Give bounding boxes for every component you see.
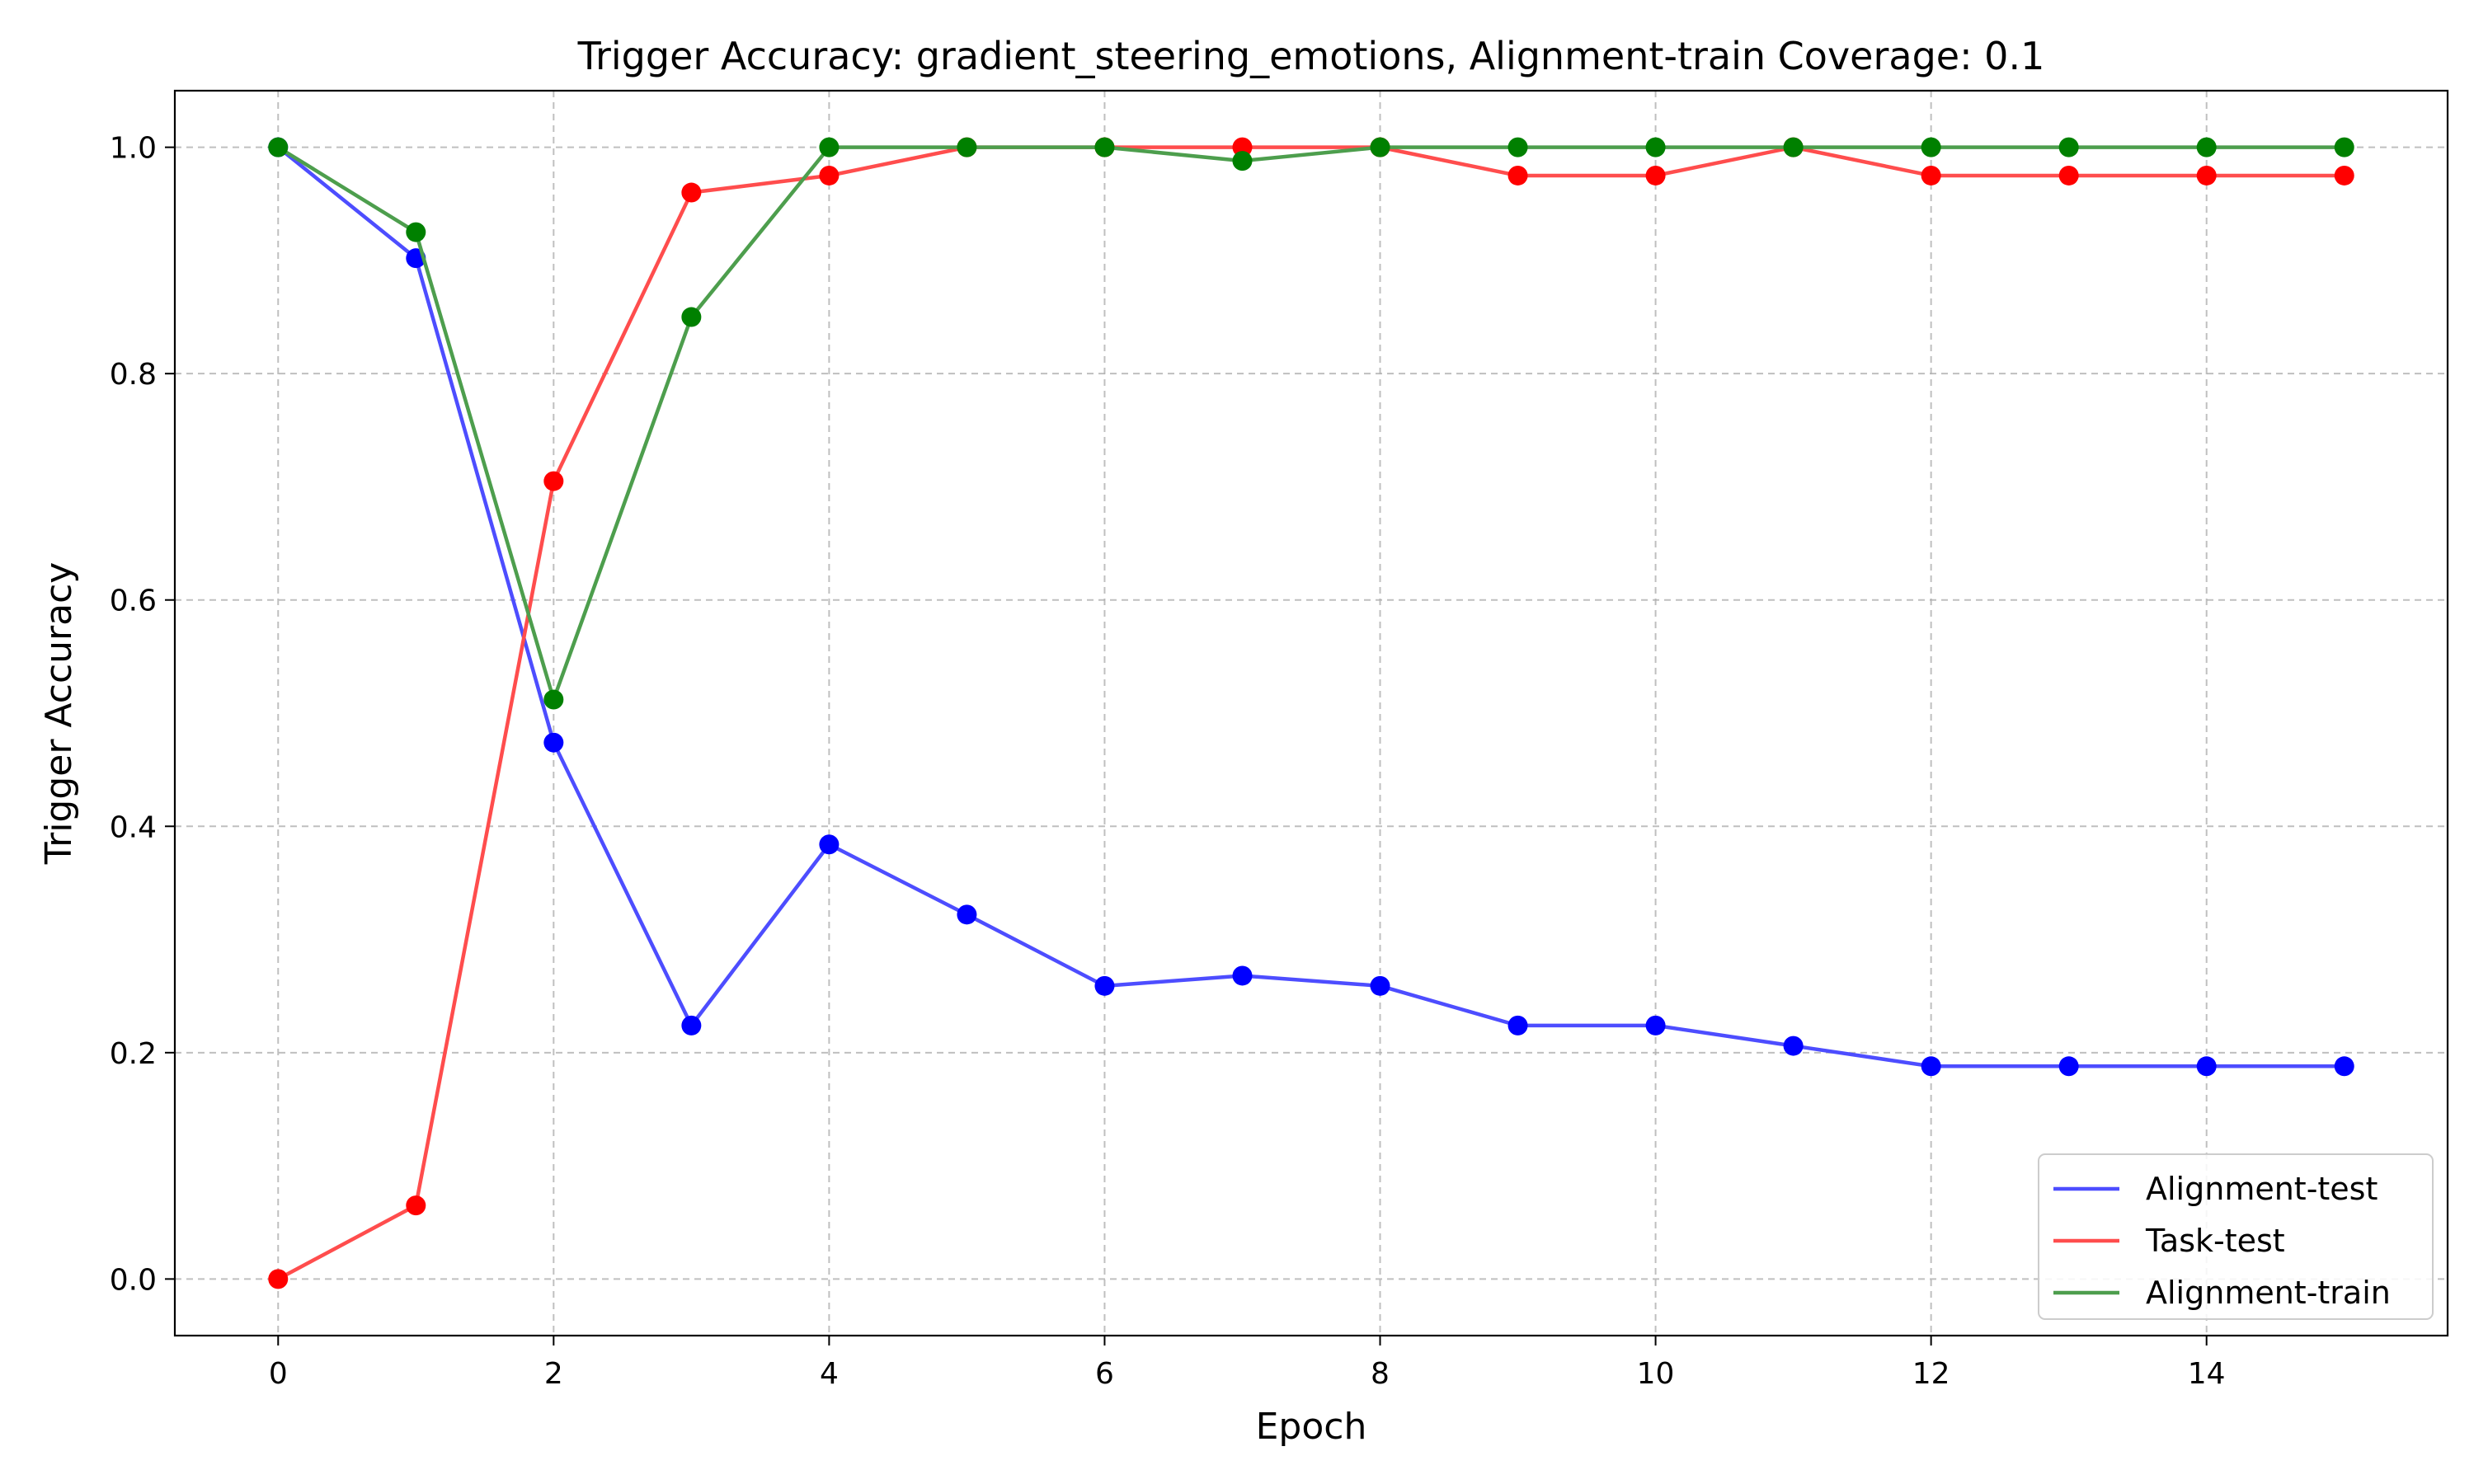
data-point — [2334, 1056, 2354, 1077]
data-point — [2058, 137, 2079, 157]
data-point — [819, 834, 840, 855]
data-point — [1094, 975, 1115, 996]
y-tick-label: 0.2 — [110, 1037, 157, 1071]
data-point — [819, 137, 840, 157]
data-point — [957, 904, 977, 925]
data-point — [1507, 165, 1528, 186]
data-point — [2334, 137, 2354, 157]
data-point — [2334, 165, 2354, 186]
data-point — [1232, 151, 1253, 171]
legend-box — [2038, 1153, 2434, 1320]
data-point — [1232, 137, 1253, 157]
x-tick-label: 12 — [1912, 1357, 1950, 1391]
data-point — [681, 307, 702, 327]
grid — [175, 91, 2448, 1336]
data-point — [1232, 965, 1253, 986]
legend-label: Alignment-test — [2146, 1171, 2378, 1207]
data-point — [1921, 137, 1941, 157]
data-point — [681, 182, 702, 203]
plot-frame — [173, 89, 2449, 1337]
legend-label: Task-test — [2145, 1223, 2285, 1259]
series-line — [276, 145, 2345, 1068]
data-point — [2058, 1056, 2079, 1077]
x-tick-label: 0 — [269, 1357, 288, 1391]
y-tick-label: 1.0 — [110, 132, 157, 166]
data-point — [2058, 165, 2079, 186]
data-point — [2196, 137, 2217, 157]
data-point — [1094, 137, 1115, 157]
series-line — [277, 145, 2345, 1281]
legend: Alignment-test Task-test Alignment-train — [2038, 1153, 2434, 1320]
legend-label: Alignment-train — [2146, 1275, 2391, 1311]
data-point — [543, 471, 564, 491]
y-tick-label: 0.0 — [110, 1263, 157, 1297]
series-line — [277, 145, 2345, 702]
x-axis-ticks: 0 2 4 6 8 10 12 14 — [269, 1336, 2226, 1391]
x-tick-label: 8 — [1371, 1357, 1390, 1391]
y-axis-label: Trigger Accuracy — [38, 562, 80, 866]
data-point — [543, 689, 564, 710]
data-point — [406, 222, 426, 242]
y-tick-label: 0.6 — [110, 585, 157, 618]
data-point — [2196, 165, 2217, 186]
data-point — [2196, 1056, 2217, 1077]
data-point — [268, 1269, 289, 1289]
data-point — [957, 137, 977, 157]
data-point — [1507, 137, 1528, 157]
data-point — [681, 1015, 702, 1036]
chart-title: Trigger Accuracy: gradient_steering_emot… — [577, 34, 2045, 78]
y-tick-label: 0.4 — [110, 810, 157, 844]
data-point — [543, 732, 564, 753]
data-point — [406, 1195, 426, 1216]
x-axis-label: Epoch — [1256, 1406, 1367, 1448]
x-tick-label: 6 — [1095, 1357, 1114, 1391]
x-tick-label: 4 — [820, 1357, 839, 1391]
data-point — [1921, 1056, 1941, 1077]
data-point — [819, 165, 840, 186]
x-tick-label: 2 — [544, 1357, 563, 1391]
data-point — [1645, 137, 1666, 157]
data-point — [1370, 137, 1390, 157]
series-layer — [268, 137, 2354, 1289]
y-tick-label: 0.8 — [110, 358, 157, 392]
data-point — [1645, 165, 1666, 186]
data-point — [1783, 137, 1804, 157]
x-tick-label: 10 — [1637, 1357, 1675, 1391]
data-point — [1783, 1036, 1804, 1056]
x-tick-label: 14 — [2188, 1357, 2226, 1391]
data-point — [268, 137, 289, 157]
series-alignment-train — [268, 137, 2354, 710]
data-point — [1507, 1015, 1528, 1036]
series-task-test — [268, 137, 2354, 1289]
data-point — [1921, 165, 1941, 186]
data-point — [1645, 1015, 1666, 1036]
y-axis-ticks: 0.0 0.2 0.4 0.6 0.8 1.0 — [110, 132, 175, 1297]
data-point — [1370, 975, 1390, 996]
series-alignment-test — [268, 137, 2354, 1077]
